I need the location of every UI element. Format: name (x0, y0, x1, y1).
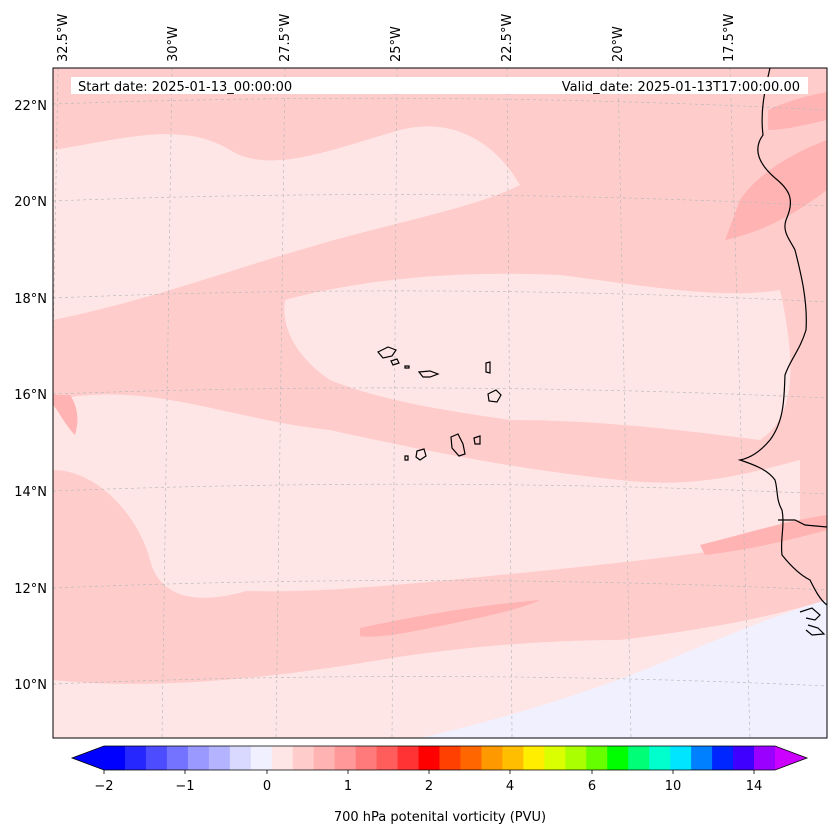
pv-negative-region (420, 600, 827, 738)
island-sao-nicolau (417, 370, 440, 378)
colorbar-segment (481, 746, 503, 770)
colorbar-segment (271, 746, 294, 770)
start-date-text: Start date: 2025-01-13_00:00:00 (78, 80, 292, 95)
colorbar-segment (712, 746, 734, 770)
island-sao-vicente (390, 358, 400, 366)
map-panel (53, 68, 827, 738)
pv-streak-dark-south (360, 600, 540, 637)
graticule-meridians (53, 68, 751, 738)
colorbar-segment (502, 746, 524, 770)
valid-date-text: Valid_date: 2025-01-13T17:00:00.00 (562, 80, 800, 95)
colorbar-under-arrow (72, 746, 104, 770)
graticule-parallels (53, 97, 827, 687)
lat-label: 18°N (14, 292, 47, 307)
colorbar-segment (250, 746, 273, 770)
lat-label: 10°N (14, 678, 47, 693)
colorbar-segment (670, 746, 692, 770)
colorbar-segment (754, 746, 776, 770)
colorbar-tick-label: −1 (175, 779, 194, 794)
map-frame (52, 67, 828, 739)
colorbar-segment (607, 746, 629, 770)
island-santiago (450, 433, 466, 457)
colorbar-segment (439, 746, 461, 770)
colorbar-tick-label: 2 (425, 779, 433, 794)
colorbar-segment (628, 746, 650, 770)
gambia-river (778, 519, 827, 528)
colorbar-segment (145, 746, 168, 770)
lat-label: 12°N (14, 582, 47, 597)
pv-streak-dark-ne (725, 140, 827, 240)
colorbar-segment (104, 746, 126, 770)
island-boa-vista (487, 389, 502, 403)
colorbar-segment (649, 746, 671, 770)
colorbar-segment (544, 746, 566, 770)
colorbar-segment (418, 746, 440, 770)
colorbar-segment (229, 746, 252, 770)
info-box (71, 77, 808, 94)
island-fogo (415, 448, 427, 461)
colorbar-tick-label: 10 (665, 779, 682, 794)
island-santo-antao (377, 346, 397, 359)
pv-band-light-center (284, 273, 791, 440)
colorbar-tick-label: 4 (506, 779, 514, 794)
colorbar-over-arrow (775, 746, 807, 770)
pv-band-light-south2 (220, 495, 780, 592)
colorbar-segment (355, 746, 377, 770)
colorbar-segment (733, 746, 755, 770)
colorbar-title: 700 hPa potenital vorticity (PVU) (334, 810, 546, 825)
pv-band-light-south (53, 394, 800, 598)
pv-streak-dark-ne2 (768, 92, 827, 130)
colorbar-segment (565, 746, 587, 770)
colorbar-tick-label: −2 (94, 779, 113, 794)
lon-label: 20°W (611, 26, 626, 62)
cape-verde-islands (377, 346, 502, 461)
pv-streak-dark-se (700, 515, 827, 555)
pv-streak-dark-west (53, 395, 78, 435)
colorbar-segment (691, 746, 713, 770)
lat-label: 22°N (14, 99, 47, 114)
colorbar-segments (104, 746, 776, 770)
island-santa-luzia (404, 365, 410, 369)
colorbar-segment (187, 746, 210, 770)
colorbar-segment (586, 746, 608, 770)
colorbar-segment (460, 746, 482, 770)
lon-label: 32.5°W (56, 14, 71, 62)
lat-label: 20°N (14, 195, 47, 210)
island-maio (473, 435, 481, 445)
lon-label: 30°W (166, 26, 181, 62)
island-brava (404, 455, 409, 461)
colorbar-tick-label: 0 (263, 779, 271, 794)
african-coastline (737, 68, 827, 606)
colorbar-tick-label: 1 (344, 779, 352, 794)
colorbar-tick-label: 14 (746, 779, 763, 794)
lon-label: 22.5°W (500, 14, 515, 62)
pv-band-light-north (53, 126, 520, 320)
guinea-bissau-coast (799, 607, 826, 636)
lon-label: 25°W (389, 26, 404, 62)
lon-label: 27.5°W (278, 14, 293, 62)
colorbar: −2 −1 0 1 2 4 6 10 14 700 hPa potenital … (70, 745, 809, 825)
colorbar-segment (397, 746, 419, 770)
latitude-labels: 22°N 20°N 18°N 16°N 14°N 12°N 10°N (14, 99, 47, 693)
longitude-labels: 32.5°W 30°W 27.5°W 25°W 22.5°W 20°W 17.5… (56, 14, 737, 62)
lon-label: 17.5°W (722, 14, 737, 62)
colorbar-tick-label: 6 (588, 779, 596, 794)
colorbar-segment (208, 746, 231, 770)
colorbar-segment (313, 746, 336, 770)
lat-label: 14°N (14, 485, 47, 500)
colorbar-ticks (103, 770, 755, 774)
colorbar-segment (292, 746, 315, 770)
colorbar-segment (523, 746, 545, 770)
colorbar-segment (124, 746, 147, 770)
colorbar-segment (166, 746, 189, 770)
colorbar-tick-labels: −2 −1 0 1 2 4 6 10 14 (94, 779, 762, 794)
colorbar-segment (376, 746, 398, 770)
lat-label: 16°N (14, 388, 47, 403)
colorbar-segment (334, 746, 357, 770)
island-sal (485, 361, 491, 374)
